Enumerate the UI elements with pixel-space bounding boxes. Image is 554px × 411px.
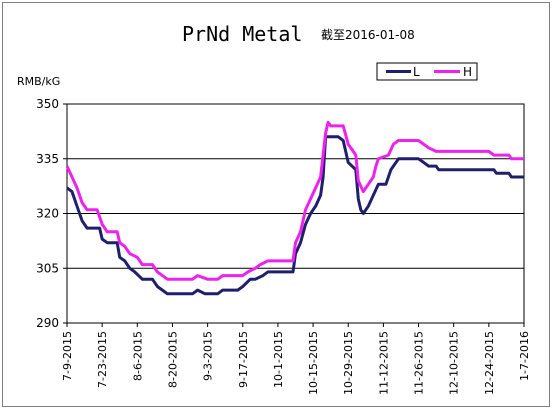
series-line-h — [65, 120, 524, 281]
x-tick-label: 9-3-2015 — [202, 331, 215, 381]
x-tick-label: 11-12-2015 — [377, 331, 390, 395]
x-tick-label: 11-26-2015 — [413, 331, 426, 395]
chart-subtitle: 截至2016-01-08 — [321, 28, 415, 42]
x-tick-label: 8-20-2015 — [166, 331, 179, 388]
chart-frame: PrNd Metal 截至2016-01-08 RMB/kG L H 290 30… — [2, 2, 550, 407]
x-tick-label: 12-10-2015 — [448, 331, 461, 395]
y-tick-label: 335 — [36, 152, 59, 166]
x-tick-label: 9-17-2015 — [237, 331, 250, 388]
y-tick-label: 350 — [36, 97, 59, 111]
chart-title: PrNd Metal — [182, 22, 302, 46]
y-tick-label: 320 — [36, 207, 59, 221]
legend-label-h: H — [463, 65, 472, 79]
y-tick-label: 290 — [36, 316, 59, 330]
y-tick-label: 305 — [36, 261, 59, 275]
y-axis-ticks: 290 305 320 335 350 — [36, 97, 67, 330]
grid-layer — [67, 158, 524, 269]
x-tick-label: 12-24-2015 — [483, 331, 496, 395]
x-tick-label: 10-29-2015 — [342, 331, 355, 395]
x-axis-ticks: 7-9-2015 7-23-2015 8-6-2015 8-20-2015 9-3-20… — [61, 323, 531, 395]
x-tick-label: 7-23-2015 — [96, 331, 109, 388]
x-tick-label: 1-7-2016 — [518, 331, 531, 381]
legend-label-l: L — [413, 65, 420, 79]
x-tick-label: 7-9-2015 — [61, 331, 74, 381]
legend-box — [376, 62, 478, 81]
chart-svg: PrNd Metal 截至2016-01-08 RMB/kG L H 290 30… — [17, 22, 531, 395]
x-tick-label: 10-1-2015 — [272, 331, 285, 388]
y-axis-unit-label: RMB/kG — [17, 75, 60, 88]
legend: L H — [376, 62, 478, 81]
x-tick-label: 10-15-2015 — [307, 331, 320, 395]
x-tick-label: 8-6-2015 — [131, 331, 144, 381]
series-line-l — [66, 135, 524, 296]
series-layer — [65, 120, 524, 296]
